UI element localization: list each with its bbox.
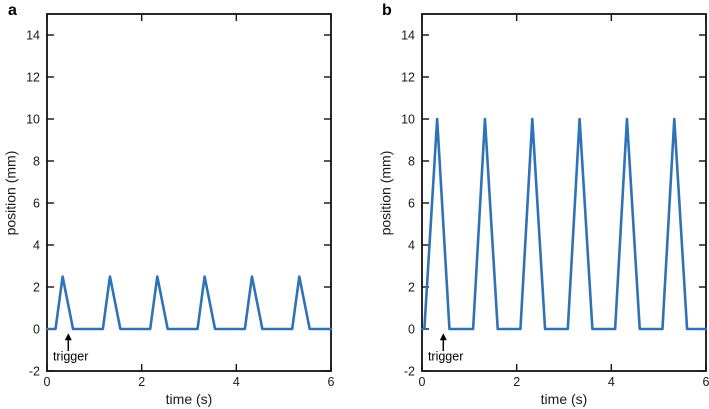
panel-b-y-tick-label: 10 <box>401 113 415 127</box>
panel-b-y-tick-label: 2 <box>408 281 415 295</box>
panel-a-y-tick-label: 6 <box>33 197 40 211</box>
panel-b-y-tick-label: 14 <box>401 29 415 43</box>
panel-a-y-tick-label: 12 <box>26 71 40 85</box>
panel-a-data-line <box>45 275 333 331</box>
panel-a-trigger-annotation-text: trigger <box>53 350 88 364</box>
panel-a-y-tick-label: 8 <box>33 155 40 169</box>
panel-b-letter: b <box>382 2 392 19</box>
panel-b-x-tick-label: 2 <box>513 375 520 389</box>
panel-b-data-line <box>420 117 708 331</box>
panel-a-letter: a <box>8 2 17 19</box>
panel-b-y-tick-label: 4 <box>408 239 415 253</box>
panel-a-y-axis-title: position (mm) <box>2 150 19 236</box>
panel-a-y-tick-label: -2 <box>29 365 40 379</box>
panel-a-y-tick-label: 0 <box>33 323 40 337</box>
panel-b-y-tick-label: 8 <box>408 155 415 169</box>
panel-a-x-axis-title: time (s) <box>165 391 213 407</box>
panel-b-trigger-arrow-head <box>439 333 447 341</box>
panel-a-trigger-arrow-head <box>64 333 72 341</box>
panel-b-y-axis-title: position (mm) <box>377 150 394 236</box>
panel-b-y-tick-label: 12 <box>401 71 415 85</box>
panel-a-x-tick-label: 0 <box>44 375 51 389</box>
panel-b-trigger-annotation-text: trigger <box>428 350 463 364</box>
panel-a-x-tick-label: 2 <box>138 375 145 389</box>
panel-a-y-tick-label: 4 <box>33 239 40 253</box>
panel-b-x-tick-label: 0 <box>419 375 426 389</box>
panel-a-x-tick-label: 4 <box>233 375 240 389</box>
panel-b-axes-frame <box>421 13 707 372</box>
panel-a-x-tick-label: 6 <box>328 375 335 389</box>
panel-b-x-tick-label: 6 <box>703 375 709 389</box>
panel-b-x-axis-title: time (s) <box>540 391 588 407</box>
panel-b-x-tick-label: 4 <box>608 375 615 389</box>
panel-a-axes-frame <box>46 13 332 372</box>
panel-b-y-tick-label: -2 <box>404 365 415 379</box>
panel-b-y-tick-label: 6 <box>408 197 415 211</box>
panel-a-y-tick-label: 10 <box>26 113 40 127</box>
panel-a-y-tick-label: 14 <box>26 29 40 43</box>
panel-a-y-tick-label: 2 <box>33 281 40 295</box>
panel-b-y-tick-label: 0 <box>408 323 415 337</box>
